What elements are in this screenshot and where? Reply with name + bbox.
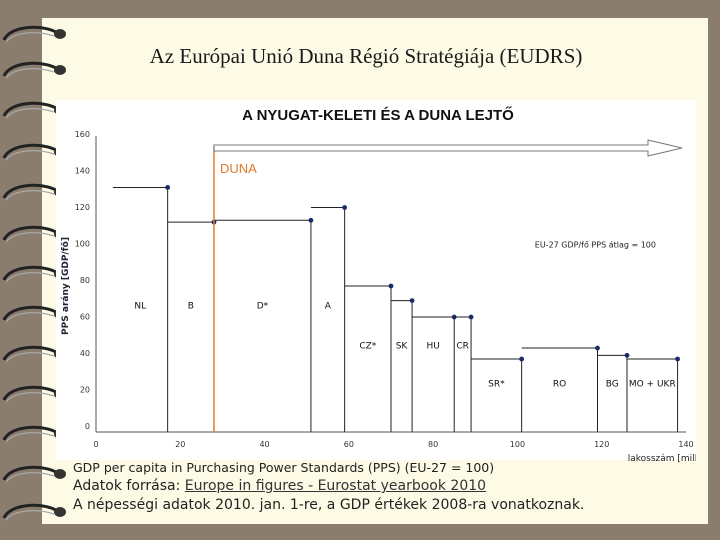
binding-ring (2, 61, 66, 79)
data-point-MO + UKR (675, 356, 680, 362)
x-axis-label: lakosszám [millió fő] (628, 453, 696, 464)
region-label-MO + UKR: MO + UKR (629, 380, 676, 390)
x-tick-label: 20 (175, 440, 185, 449)
region-label-NL: NL (134, 301, 146, 311)
x-tick-label: 0 (93, 440, 98, 449)
y-tick-label: 20 (80, 386, 90, 395)
slide-title: Az Európai Unió Duna Régió Stratégiája (… (149, 44, 583, 68)
region-label-RO: RO (553, 380, 566, 390)
y-axis-label: PPS arány [GDP/fő] (61, 237, 71, 335)
data-point-NL (165, 185, 171, 190)
y-tick-label: 80 (80, 276, 90, 285)
binding-ring (2, 25, 66, 43)
step-chart: A NYUGAT-KELETI ÉS A DUNA LEJTŐ 0 20 40 60 80… (56, 100, 696, 464)
danube-label: DUNA (220, 161, 257, 176)
binding-ring (2, 503, 66, 521)
data-point-SR* (519, 356, 525, 362)
eurostat-link[interactable]: Europe in figures - Eurostat yearbook 20… (184, 478, 487, 494)
region-label-BG: BG (606, 380, 619, 390)
region-label-A: A (325, 301, 332, 311)
data-point-CZ* (388, 283, 394, 289)
region-label-CR: CR (456, 341, 469, 351)
data-point-CR (468, 314, 474, 320)
region-label-CZ*: CZ* (359, 341, 376, 351)
y-tick-label: 120 (75, 203, 90, 212)
x-tick-label: 140 (678, 440, 693, 449)
y-tick-label: 140 (75, 167, 90, 176)
data-point-A (342, 205, 348, 210)
data-point-SK (409, 298, 415, 303)
region-label-B: B (188, 301, 194, 311)
region-label-SK: SK (396, 341, 409, 351)
x-tick-label: 120 (594, 440, 609, 449)
data-point-D* (308, 217, 314, 223)
data-source: Adatok forrása: Europe in figures - Euro… (73, 478, 486, 494)
x-tick-label: 40 (259, 440, 269, 449)
y-tick-label: 60 (80, 313, 90, 322)
chart-title: A NYUGAT-KELETI ÉS A DUNA LEJTŐ (242, 106, 514, 124)
y-tick-label: 100 (75, 240, 90, 249)
region-label-SR*: SR* (488, 380, 505, 390)
region-label-HU: HU (426, 341, 439, 351)
y-tick-label: 40 (80, 349, 90, 358)
region-label-D*: D* (257, 301, 269, 311)
data-point-RO (595, 345, 600, 351)
y-tick-label: 160 (75, 130, 90, 139)
population-note: A népességi adatok 2010. jan. 1-re, a GD… (73, 497, 585, 513)
x-tick-label: 80 (428, 440, 438, 449)
y-tick-label: 0 (85, 422, 90, 431)
data-point-BG (624, 352, 630, 358)
chart-caption: GDP per capita in Purchasing Power Stand… (73, 460, 495, 475)
plot-background (56, 100, 696, 460)
danube-arrow (213, 139, 683, 157)
binding-ring (2, 465, 66, 483)
x-tick-label: 100 (510, 440, 525, 449)
x-tick-label: 60 (344, 440, 354, 449)
data-source-prefix: Adatok forrása: (73, 478, 185, 494)
eu-average-label: EU-27 GDP/fő PPS átlag = 100 (535, 241, 656, 250)
